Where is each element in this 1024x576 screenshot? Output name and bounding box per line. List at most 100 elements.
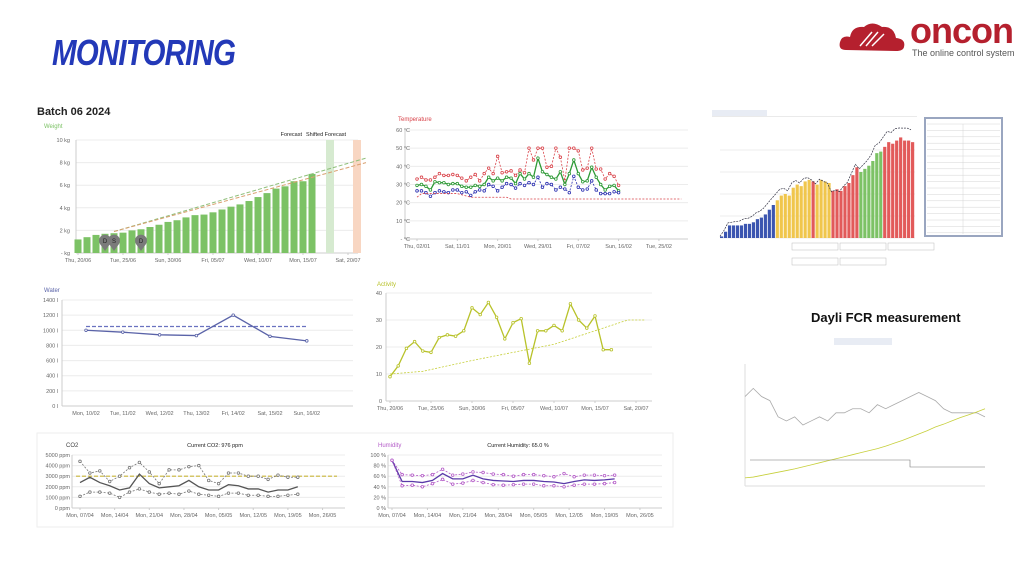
batch-bar [739, 225, 744, 238]
data-point [460, 190, 464, 195]
data-point [531, 182, 536, 187]
tab-batch[interactable] [712, 110, 767, 116]
data-point [585, 187, 589, 191]
co2-humidity-panel [36, 432, 674, 528]
action-button[interactable] [839, 257, 887, 266]
data-point [612, 473, 617, 477]
data-point [598, 191, 603, 196]
batch-info-table [924, 117, 1003, 237]
weight-bar [74, 239, 82, 253]
data-point [419, 175, 424, 179]
weight-bar [218, 209, 226, 253]
data-point [440, 467, 445, 472]
y-tick-label: 0 l [52, 404, 58, 410]
data-point [478, 312, 482, 317]
event-marker-label: D [103, 239, 108, 245]
data-point [607, 191, 612, 196]
data-point [305, 339, 309, 343]
data-point [504, 175, 509, 179]
batch-bar [791, 187, 795, 238]
data-point [424, 184, 428, 189]
data-point [400, 472, 404, 477]
batch-bar [823, 181, 827, 238]
data-point [518, 168, 522, 172]
x-tick-label: Mon, 26/05 [309, 513, 337, 519]
action-button[interactable] [839, 242, 887, 251]
data-point [521, 482, 526, 486]
tab-automate[interactable] [834, 338, 892, 345]
data-point [437, 189, 442, 193]
fcr-series-line [744, 408, 986, 479]
data-point [491, 482, 495, 487]
data-point [117, 474, 122, 478]
data-point [121, 330, 125, 334]
data-point [440, 477, 445, 482]
x-tick-label: Mon, 07/04 [66, 513, 94, 519]
action-button[interactable] [791, 242, 839, 251]
data-point [412, 339, 417, 344]
batch-bar [871, 161, 875, 238]
data-point [442, 190, 446, 194]
x-tick-label: Sat, 15/02 [257, 411, 282, 417]
x-tick-label: Tue, 11/02 [110, 411, 136, 417]
weight-bar [263, 193, 271, 253]
x-tick-label: Sat, 20/07 [623, 406, 648, 412]
action-button[interactable] [791, 257, 839, 266]
weight-bar [191, 215, 199, 253]
data-point [513, 181, 518, 186]
data-point [286, 475, 290, 479]
data-point [568, 302, 573, 306]
data-point [549, 175, 554, 179]
batch-bar [831, 190, 835, 238]
data-point [482, 171, 486, 176]
data-point [433, 180, 437, 184]
data-point [430, 481, 435, 486]
data-point [585, 179, 589, 183]
weight-bar [119, 232, 127, 253]
x-tick-label: Fri, 05/07 [201, 258, 224, 264]
data-point [603, 191, 607, 196]
x-tick-label: Mon, 14/04 [101, 513, 129, 519]
y-tick-label: - °C [400, 237, 410, 243]
data-point [540, 185, 545, 189]
data-point [598, 167, 603, 171]
y-tick-label: 0 % [377, 506, 387, 512]
data-point [545, 165, 549, 169]
data-point [504, 181, 509, 186]
data-point [552, 484, 556, 488]
data-point [567, 171, 572, 176]
data-point [471, 478, 475, 483]
data-point [481, 470, 485, 475]
data-point [527, 180, 531, 185]
data-point [616, 183, 621, 188]
y-tick-label: 10 °C [396, 219, 410, 225]
weight-bar [173, 220, 181, 253]
data-point [609, 348, 614, 352]
x-tick-label: Mon, 15/07 [581, 406, 609, 412]
y-tick-label: 2000 ppm [46, 485, 71, 491]
data-point [478, 188, 482, 192]
x-tick-label: Wed, 10/07 [540, 406, 568, 412]
x-tick-label: Mon, 21/04 [136, 513, 164, 519]
data-point [428, 194, 433, 199]
x-tick-label: Sun, 16/02 [293, 411, 320, 417]
action-button[interactable] [887, 242, 935, 251]
batch-overview-thumbnail [712, 110, 1003, 266]
x-tick-label: Sun, 30/06 [459, 406, 486, 412]
y-tick-label: 20 % [373, 495, 386, 501]
batch-bar [751, 222, 756, 238]
event-marker-label: S [112, 239, 116, 245]
batch-bar [859, 172, 863, 238]
batch-bar [895, 140, 899, 238]
data-point [107, 479, 112, 484]
forecast-band-label: Forecast [281, 132, 303, 138]
y-tick-label: 40 °C [396, 164, 410, 170]
data-point [500, 185, 504, 189]
weight-chart-title: Weight [44, 124, 63, 130]
data-point [558, 155, 563, 159]
batch-bar [763, 214, 767, 238]
x-tick-label: Mon, 12/05 [555, 513, 583, 519]
data-point [410, 473, 414, 477]
y-tick-label: 200 l [46, 389, 58, 395]
series-line [416, 146, 619, 186]
